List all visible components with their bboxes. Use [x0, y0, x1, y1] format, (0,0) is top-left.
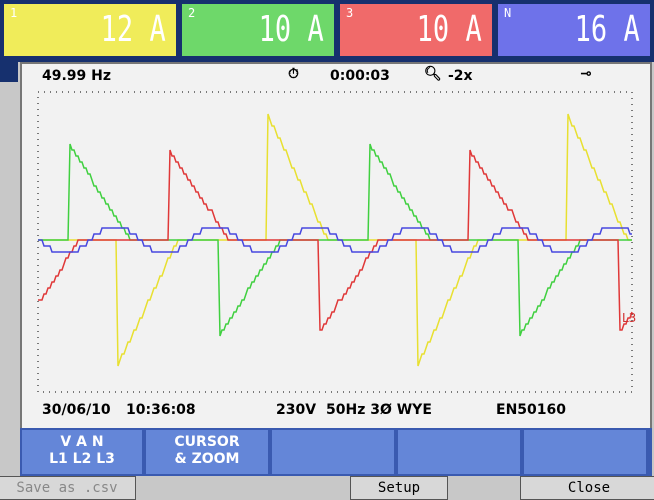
setup-button[interactable]: Setup [350, 476, 448, 500]
plot-frame [37, 91, 633, 393]
zoom: -2x [448, 68, 473, 84]
screen [20, 62, 652, 432]
softkey-5[interactable] [524, 430, 648, 474]
softkey-3[interactable] [272, 430, 396, 474]
zoom-icon: 🔍︎ [424, 66, 442, 82]
channel-value: 10 A [258, 9, 324, 50]
timer-icon: ⏱ [288, 66, 299, 82]
channel-label: N [504, 6, 512, 20]
key-bottom: L1 L2 L3 [49, 451, 115, 467]
channel-value: 16 A [574, 9, 640, 50]
standard: EN50160 [496, 402, 566, 418]
channel-value: 10 A [416, 9, 482, 50]
waveform [38, 149, 633, 331]
channel-2: 2 10 A [182, 4, 334, 56]
waveform [38, 227, 632, 253]
key-bottom: & ZOOM [174, 451, 240, 467]
softkey-4[interactable] [398, 430, 522, 474]
trace-label: L3 [622, 311, 636, 325]
close-button[interactable]: Close [520, 476, 654, 500]
key-top: CURSOR [174, 434, 240, 450]
channel-3: 3 10 A [340, 4, 492, 56]
elapsed: 0:00:03 [330, 68, 390, 84]
channel-n: N 16 A [498, 4, 650, 56]
config: 50Hz 3Ø WYE [326, 402, 432, 418]
date: 30/06/10 [42, 402, 111, 418]
frequency: 49.99 Hz [42, 68, 112, 84]
waveforms [38, 113, 633, 367]
voltage: 230V [276, 402, 317, 418]
softkey-phase[interactable]: V A N L1 L2 L3 [22, 430, 144, 474]
save-button[interactable]: Save as .csv [0, 476, 136, 500]
key-top: V A N [60, 434, 104, 450]
channel-label: 3 [346, 6, 354, 20]
channel-label: 2 [188, 6, 196, 20]
plug-icon: ⊸ [580, 66, 592, 82]
channel-label: 1 [10, 6, 18, 20]
channel-value: 12 A [100, 9, 166, 50]
channel-1: 1 12 A [4, 4, 176, 56]
softkey-cursor[interactable]: CURSOR & ZOOM [146, 430, 270, 474]
time: 10:36:08 [126, 402, 196, 418]
